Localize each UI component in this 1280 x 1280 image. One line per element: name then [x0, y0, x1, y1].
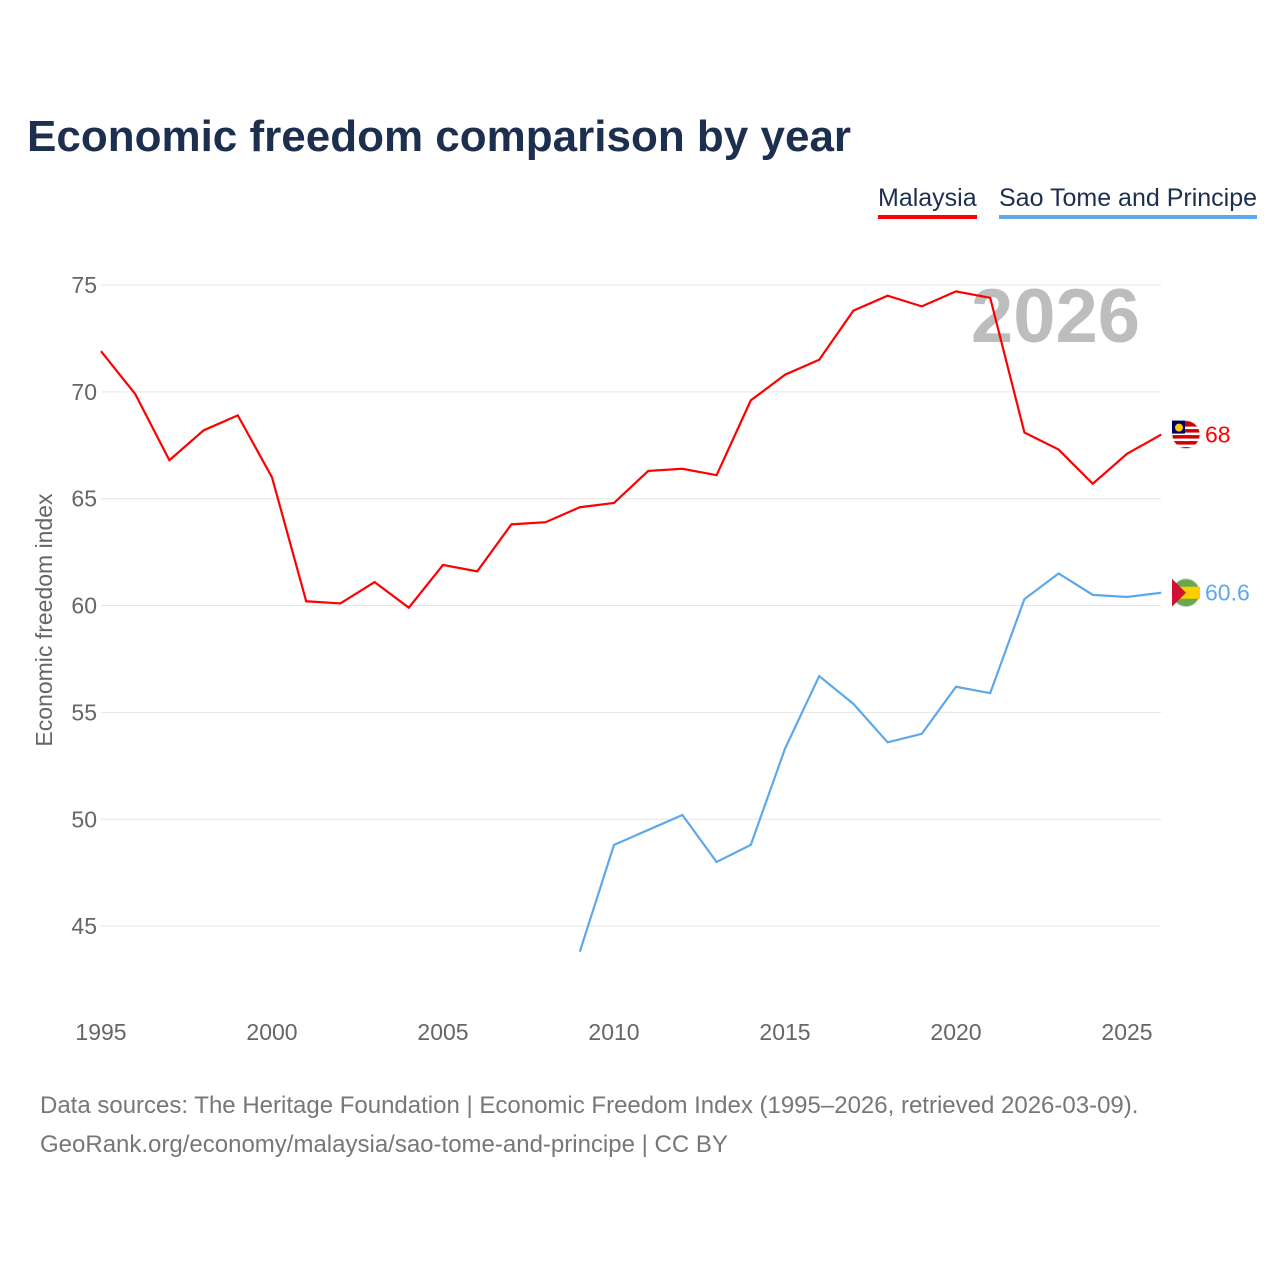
- x-tick-label: 2005: [417, 1019, 468, 1045]
- y-tick-label: 55: [71, 699, 97, 725]
- series-line-0: [100, 290, 1162, 610]
- footer: Data sources: The Heritage Foundation | …: [40, 1086, 1138, 1164]
- flag-crescent: [1175, 423, 1183, 432]
- x-tick-label: 2000: [246, 1019, 297, 1045]
- x-tick-label: 2010: [588, 1019, 639, 1045]
- legend-sao-tome[interactable]: Sao Tome and Principe: [999, 184, 1258, 219]
- legend-malaysia[interactable]: Malaysia: [878, 184, 977, 219]
- y-tick-label: 60: [71, 593, 97, 619]
- flag-triangle: [1172, 578, 1186, 607]
- end-value-label: 68: [1205, 422, 1231, 448]
- y-tick-label: 65: [71, 486, 97, 512]
- y-tick-label: 45: [71, 913, 97, 939]
- y-tick-label: 75: [71, 272, 97, 298]
- y-tick-label: 50: [71, 806, 97, 832]
- flag-stripe: [1172, 444, 1200, 448]
- x-tick-label: 2020: [930, 1019, 981, 1045]
- x-tick-label: 1995: [75, 1019, 126, 1045]
- series-line-1: [578, 572, 1162, 953]
- chart-title: Economic freedom comparison by year: [27, 112, 852, 161]
- x-tick-label: 2015: [759, 1019, 810, 1045]
- end-value-label: 60.6: [1205, 580, 1250, 606]
- y-axis-label: Economic freedom index: [31, 493, 57, 747]
- y-tick-label: 70: [71, 379, 97, 405]
- x-tick-label: 2025: [1101, 1019, 1152, 1045]
- flag-stripe: [1172, 438, 1200, 442]
- year-watermark: 2026: [971, 274, 1140, 359]
- flag-stripe: [1172, 432, 1200, 436]
- data-sources: Data sources: The Heritage Foundation | …: [40, 1092, 1139, 1119]
- source-link[interactable]: GeoRank.org/economy/malaysia/sao-tome-an…: [40, 1131, 728, 1158]
- flag-stripe: [1172, 426, 1200, 430]
